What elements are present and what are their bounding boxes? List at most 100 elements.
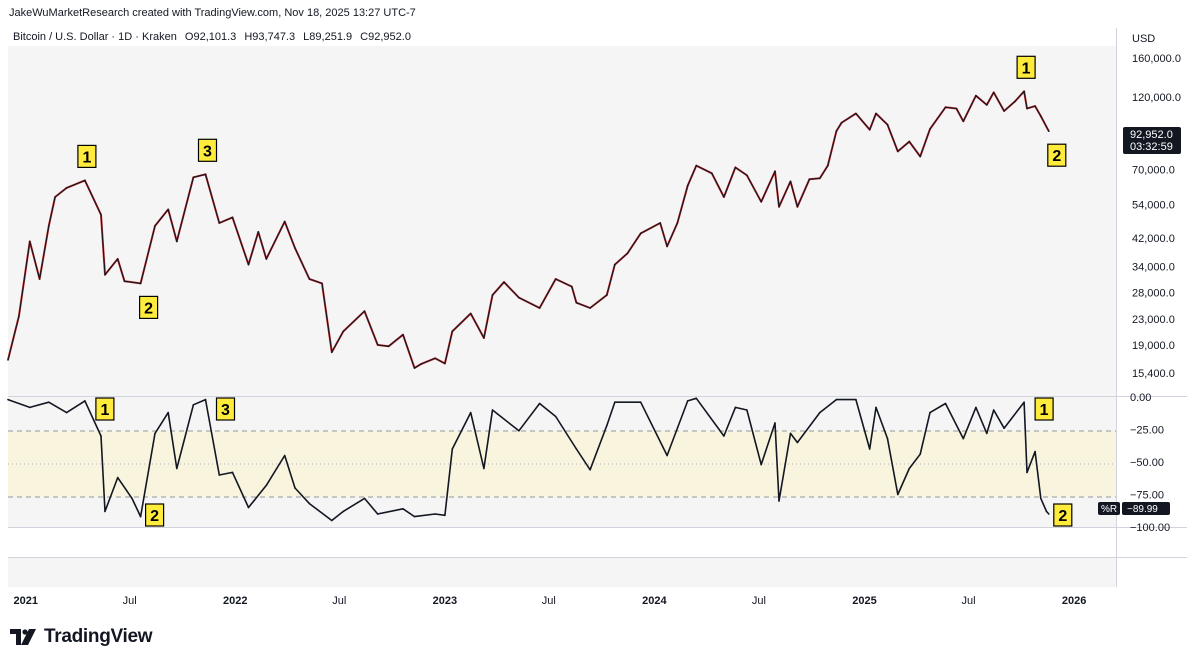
price-point: [808, 178, 811, 181]
price-point: [992, 91, 995, 94]
price-point: [104, 273, 106, 276]
price-tick-label: 54,000.0: [1132, 199, 1175, 211]
price-point: [695, 164, 698, 167]
williams-r-point: [231, 471, 234, 474]
price-point: [734, 166, 737, 169]
price-pane-background[interactable]: [8, 46, 1116, 396]
price-point: [420, 363, 423, 365]
williams-r-point: [734, 406, 737, 409]
williams-r-point: [778, 500, 780, 502]
price-point: [247, 263, 250, 266]
price-point: [65, 187, 68, 189]
williams-r-point: [1026, 471, 1028, 474]
price-point: [100, 213, 102, 216]
wave-marker-box: [1034, 397, 1054, 421]
price-point: [48, 225, 50, 227]
price-point: [331, 351, 333, 354]
price-point: [723, 196, 725, 198]
time-tick-label: 2022: [223, 595, 247, 607]
last-price-value: 92,952.0: [1130, 129, 1173, 141]
williams-r-point: [84, 400, 86, 402]
price-point: [218, 222, 221, 224]
price-point: [54, 196, 56, 198]
time-tick-label: Jul: [332, 595, 346, 607]
williams-r-point: [65, 411, 68, 414]
price-point: [231, 216, 234, 219]
price-point: [827, 164, 829, 167]
price-point: [483, 337, 485, 339]
price-point: [639, 232, 642, 235]
price-point: [1003, 110, 1005, 112]
price-tick-label: 42,000.0: [1132, 233, 1175, 245]
williams-r-point: [283, 454, 286, 457]
williams-r-point: [975, 406, 977, 409]
williams-r-point: [363, 497, 366, 500]
price-point: [29, 240, 31, 243]
price-point: [986, 104, 988, 106]
close-value: C92,952.0: [360, 31, 411, 43]
price-point: [975, 94, 977, 97]
price-point: [387, 345, 390, 348]
wave-marker-label: 3: [203, 143, 212, 160]
price-point: [139, 282, 142, 285]
williams-r-point: [444, 514, 446, 517]
price-point: [897, 150, 899, 153]
williams-r-scale[interactable]: 0.00 −25.00 −50.00 −75.00 −100.00: [1130, 392, 1170, 534]
price-point: [571, 285, 573, 288]
brand-footer[interactable]: TradingView: [10, 626, 153, 648]
price-point: [84, 179, 86, 182]
price-tick-label: 34,000.0: [1132, 262, 1175, 274]
chart-canvas[interactable]: USD 160,000.0 120,000.0 70,000.0 54,000.0 42…: [0, 0, 1200, 620]
williams-r-point: [897, 493, 899, 496]
price-point: [1014, 100, 1016, 103]
williams-r-point: [218, 474, 221, 476]
time-tick-label: Jul: [961, 595, 975, 607]
price-scale[interactable]: USD 160,000.0 120,000.0 70,000.0 54,000.0 42…: [1132, 33, 1181, 380]
price-tick-label: 28,000.0: [1132, 288, 1175, 300]
wave-marker-box: [215, 397, 236, 421]
williams-r-point: [192, 404, 195, 406]
williams-r-point: [944, 402, 947, 405]
price-point: [886, 123, 889, 126]
williams-r-point: [723, 435, 725, 437]
williams-r-point: [1048, 513, 1050, 515]
williams-r-point: [746, 409, 748, 411]
williams-r-point: [835, 398, 838, 401]
price-point: [116, 258, 119, 260]
price-point: [955, 107, 958, 110]
wave-marker: 3: [197, 138, 218, 162]
symbol-description[interactable]: Bitcoin / U.S. Dollar · 1D · Kraken: [13, 31, 177, 43]
bar-countdown: 03:32:59: [1130, 141, 1173, 153]
price-tick-label: 19,000.0: [1132, 340, 1175, 352]
wave-marker-label: 3: [221, 402, 230, 419]
price-point: [38, 278, 41, 280]
wave-marker-label: 1: [1040, 402, 1049, 419]
currency-label[interactable]: USD: [1132, 33, 1155, 45]
price-series: [7, 90, 1050, 369]
williams-r-point: [886, 437, 889, 440]
williams-r-point: [962, 437, 965, 440]
time-tick-label: 2024: [642, 595, 667, 607]
time-tick-label: Jul: [542, 595, 556, 607]
williams-r-point: [855, 398, 857, 401]
price-close-line: [7, 90, 1050, 369]
price-point: [962, 120, 965, 123]
williams-r-point: [104, 510, 106, 513]
wave-marker: 2: [1047, 143, 1067, 167]
brand-name: TradingView: [44, 626, 153, 647]
williams-r-point: [614, 401, 616, 404]
price-point: [18, 315, 20, 318]
chart-attribution: JakeWuMarketResearch created with Tradin…: [9, 7, 416, 19]
price-point: [614, 263, 616, 266]
price-point: [444, 362, 446, 365]
price-point: [666, 245, 668, 248]
williams-r-point: [131, 497, 133, 500]
wave-marker: 2: [145, 503, 165, 527]
open-value: O92,101.3: [184, 31, 237, 43]
time-axis[interactable]: 2021 Jul 2022 Jul 2023 Jul 2024 Jul 2025 Jul 2026: [14, 595, 1087, 607]
price-point: [7, 359, 9, 361]
wave-marker: 1: [1016, 55, 1036, 79]
price-point: [1034, 105, 1036, 107]
williams-r-point: [342, 510, 345, 513]
williams-r-point: [875, 406, 877, 409]
